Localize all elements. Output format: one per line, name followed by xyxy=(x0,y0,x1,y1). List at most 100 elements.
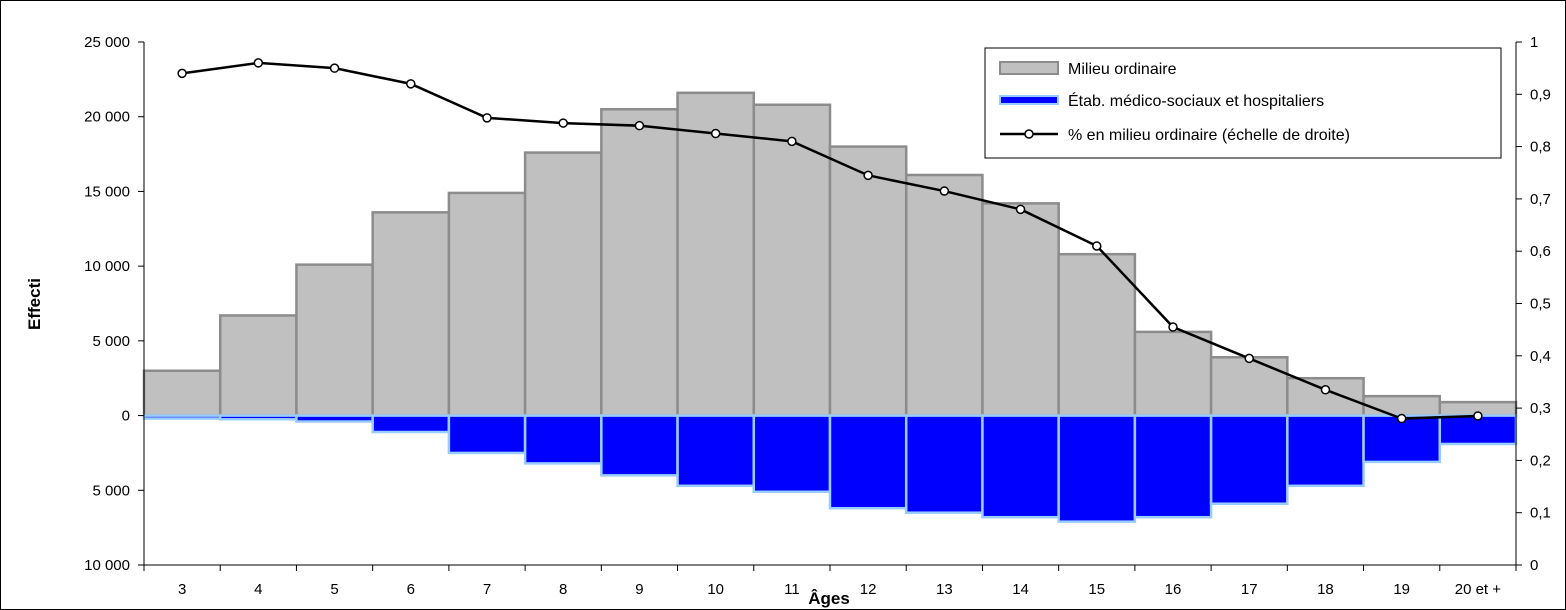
x-axis-title: Âges xyxy=(808,589,850,608)
right-tick-label: 0,9 xyxy=(1530,86,1551,103)
pct-point-13 xyxy=(939,186,950,196)
pct-point-14 xyxy=(1015,204,1026,215)
bar-milieu-ordinaire-13 xyxy=(904,173,984,417)
pct-point-6 xyxy=(406,79,416,89)
bar-milieu-ordinaire-3 xyxy=(142,369,222,417)
bars-milieu-ordinaire xyxy=(142,91,1518,417)
pct-point-19 xyxy=(1396,413,1407,424)
x-tick-label: 7 xyxy=(483,581,491,598)
bar-etab-medico-6 xyxy=(371,414,451,434)
legend-label: Étab. médico-sociaux et hospitaliers xyxy=(1068,91,1324,110)
right-tick-label: 0,7 xyxy=(1530,191,1551,208)
pct-point-8 xyxy=(558,118,568,128)
bar-etab-medico-11 xyxy=(752,414,832,494)
left-tick-label: 0 xyxy=(122,408,130,425)
legend-label: Milieu ordinaire xyxy=(1068,61,1177,78)
left-tick-label: 15 000 xyxy=(84,183,130,200)
x-tick-label: 17 xyxy=(1241,581,1258,598)
pct-point-18 xyxy=(1320,385,1331,395)
bar-milieu-ordinaire-10 xyxy=(676,91,756,417)
legend-swatch-marker xyxy=(1024,129,1034,139)
left-tick-label: 20 000 xyxy=(84,109,130,126)
bar-etab-medico-16 xyxy=(1133,414,1213,519)
x-tick-label: 5 xyxy=(330,581,338,598)
left-tick-label: 10 000 xyxy=(84,557,130,574)
pct-point-9 xyxy=(634,120,645,131)
x-tick-label: 16 xyxy=(1165,581,1182,598)
axes: 10 000 5 000 0 5 000 10 000 15 000 20 000 25 00… xyxy=(84,34,1551,598)
x-tick-label: 8 xyxy=(559,581,567,598)
bar-milieu-ordinaire-11 xyxy=(752,103,832,417)
right-tick-label: 0,4 xyxy=(1530,348,1551,365)
bar-milieu-ordinaire-4 xyxy=(218,314,298,417)
bar-milieu-ordinaire-19 xyxy=(1362,394,1442,417)
pct-line-path xyxy=(181,61,1478,420)
legend-swatch-milieu-ordinaire xyxy=(999,61,1059,75)
right-tick-label: 1 xyxy=(1530,34,1538,51)
bars-etab-medico-sociaux xyxy=(142,414,1518,523)
pct-point-16 xyxy=(1168,322,1178,332)
line-pct-milieu-ordinaire xyxy=(177,58,1483,424)
bar-etab-medico-12 xyxy=(828,414,908,510)
bar-milieu-ordinaire-6 xyxy=(371,211,451,417)
bar-milieu-ordinaire-7 xyxy=(447,191,527,417)
bar-milieu-ordinaire-15 xyxy=(1057,252,1137,417)
x-tick-label: 3 xyxy=(178,581,186,598)
pct-point-10 xyxy=(710,128,721,139)
bar-etab-medico-8 xyxy=(523,414,603,465)
bar-milieu-ordinaire-18 xyxy=(1286,376,1365,417)
right-tick-label: 0,2 xyxy=(1530,452,1551,469)
right-tick-label: 0,1 xyxy=(1530,505,1551,522)
bar-milieu-ordinaire-5 xyxy=(295,263,374,417)
x-tick-label: 13 xyxy=(936,581,953,598)
legend-box xyxy=(984,47,1502,159)
bar-milieu-ordinaire-16 xyxy=(1133,330,1213,417)
bar-milieu-ordinaire-8 xyxy=(523,151,603,417)
pct-point-12 xyxy=(863,170,873,181)
legend-swatch-etab-medico xyxy=(999,95,1059,105)
left-tick-label: 5 000 xyxy=(92,482,130,499)
right-tick-label: 0,6 xyxy=(1530,243,1551,260)
pct-point-20 et + xyxy=(1473,411,1483,421)
bar-milieu-ordinaire-14 xyxy=(981,202,1060,417)
left-tick-label: 5 000 xyxy=(92,333,130,350)
x-tick-label: 18 xyxy=(1317,581,1334,598)
bar-etab-medico-7 xyxy=(447,414,527,455)
bar-etab-medico-18 xyxy=(1286,414,1365,488)
pct-point-11 xyxy=(787,136,797,147)
pct-point-17 xyxy=(1244,353,1254,364)
right-tick-label: 0 xyxy=(1530,557,1538,574)
bar-etab-medico-14 xyxy=(981,414,1060,519)
left-tick-label: 25 000 xyxy=(84,34,130,51)
pct-point-5 xyxy=(329,63,340,73)
bar-milieu-ordinaire-9 xyxy=(600,107,679,417)
pct-point-4 xyxy=(253,58,264,68)
bar-etab-medico-17 xyxy=(1209,414,1289,505)
pct-point-15 xyxy=(1092,241,1102,251)
x-tick-label: 20 et + xyxy=(1455,581,1502,598)
x-tick-label: 11 xyxy=(784,581,800,598)
x-tick-label: 14 xyxy=(1012,581,1029,598)
x-tick-label: 10 xyxy=(707,581,724,598)
bar-milieu-ordinaire-12 xyxy=(828,145,908,417)
x-tick-label: 12 xyxy=(860,581,877,598)
bar-milieu-ordinaire-17 xyxy=(1209,356,1289,417)
right-tick-label: 0,8 xyxy=(1530,139,1551,156)
bar-etab-medico-13 xyxy=(904,414,984,514)
right-tick-label: 0,3 xyxy=(1530,400,1551,417)
x-tick-label: 15 xyxy=(1088,581,1105,598)
bar-etab-medico-9 xyxy=(600,414,679,477)
x-tick-label: 4 xyxy=(254,581,262,598)
x-tick-label: 9 xyxy=(635,581,643,598)
x-tick-label: 19 xyxy=(1393,581,1410,598)
x-tick-label: 6 xyxy=(407,581,415,598)
right-tick-label: 0,5 xyxy=(1530,296,1551,313)
y-axis-title: Effecti xyxy=(25,278,44,330)
pct-point-3 xyxy=(177,68,187,79)
legend-label: % en milieu ordinaire (échelle de droite… xyxy=(1068,127,1350,144)
bar-etab-medico-15 xyxy=(1057,414,1137,523)
bar-etab-medico-10 xyxy=(676,414,756,488)
left-tick-label: 10 000 xyxy=(84,258,130,275)
legend: Milieu ordinaire Étab. médico-sociaux et … xyxy=(984,47,1502,159)
